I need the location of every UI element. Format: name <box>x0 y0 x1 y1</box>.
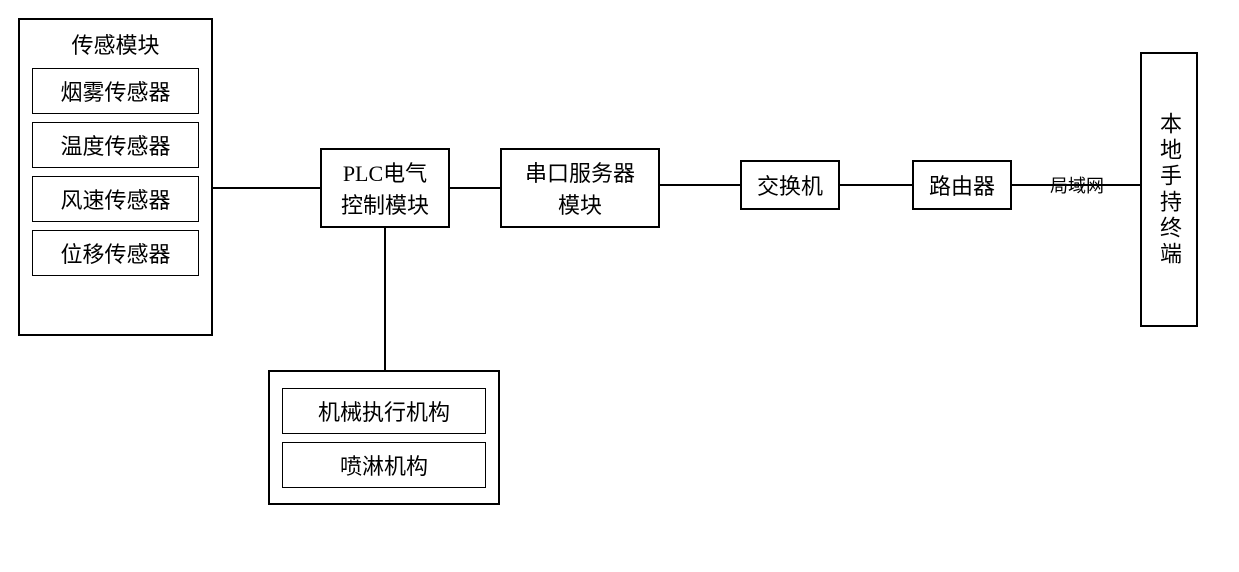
sensor-wind-speed: 风速传感器 <box>32 176 199 222</box>
sensor-displacement: 位移传感器 <box>32 230 199 276</box>
router: 路由器 <box>912 160 1012 210</box>
network-switch: 交换机 <box>740 160 840 210</box>
edge-label-lan: 局域网 <box>1048 172 1106 198</box>
local-handheld-terminal: 本地手持终端 <box>1140 52 1198 327</box>
sensor-smoke: 烟雾传感器 <box>32 68 199 114</box>
mechanical-actuator: 机械执行机构 <box>282 388 486 434</box>
spray-mechanism: 喷淋机构 <box>282 442 486 488</box>
actuator-module-container: 机械执行机构 喷淋机构 <box>268 370 500 505</box>
sensor-module-container: 传感模块 烟雾传感器 温度传感器 风速传感器 位移传感器 <box>18 18 213 336</box>
sensor-module-title: 传感模块 <box>32 28 199 60</box>
serial-server-module: 串口服务器 模块 <box>500 148 660 228</box>
sensor-temperature: 温度传感器 <box>32 122 199 168</box>
terminal-label: 本地手持终端 <box>1153 112 1185 268</box>
plc-control-module: PLC电气 控制模块 <box>320 148 450 228</box>
